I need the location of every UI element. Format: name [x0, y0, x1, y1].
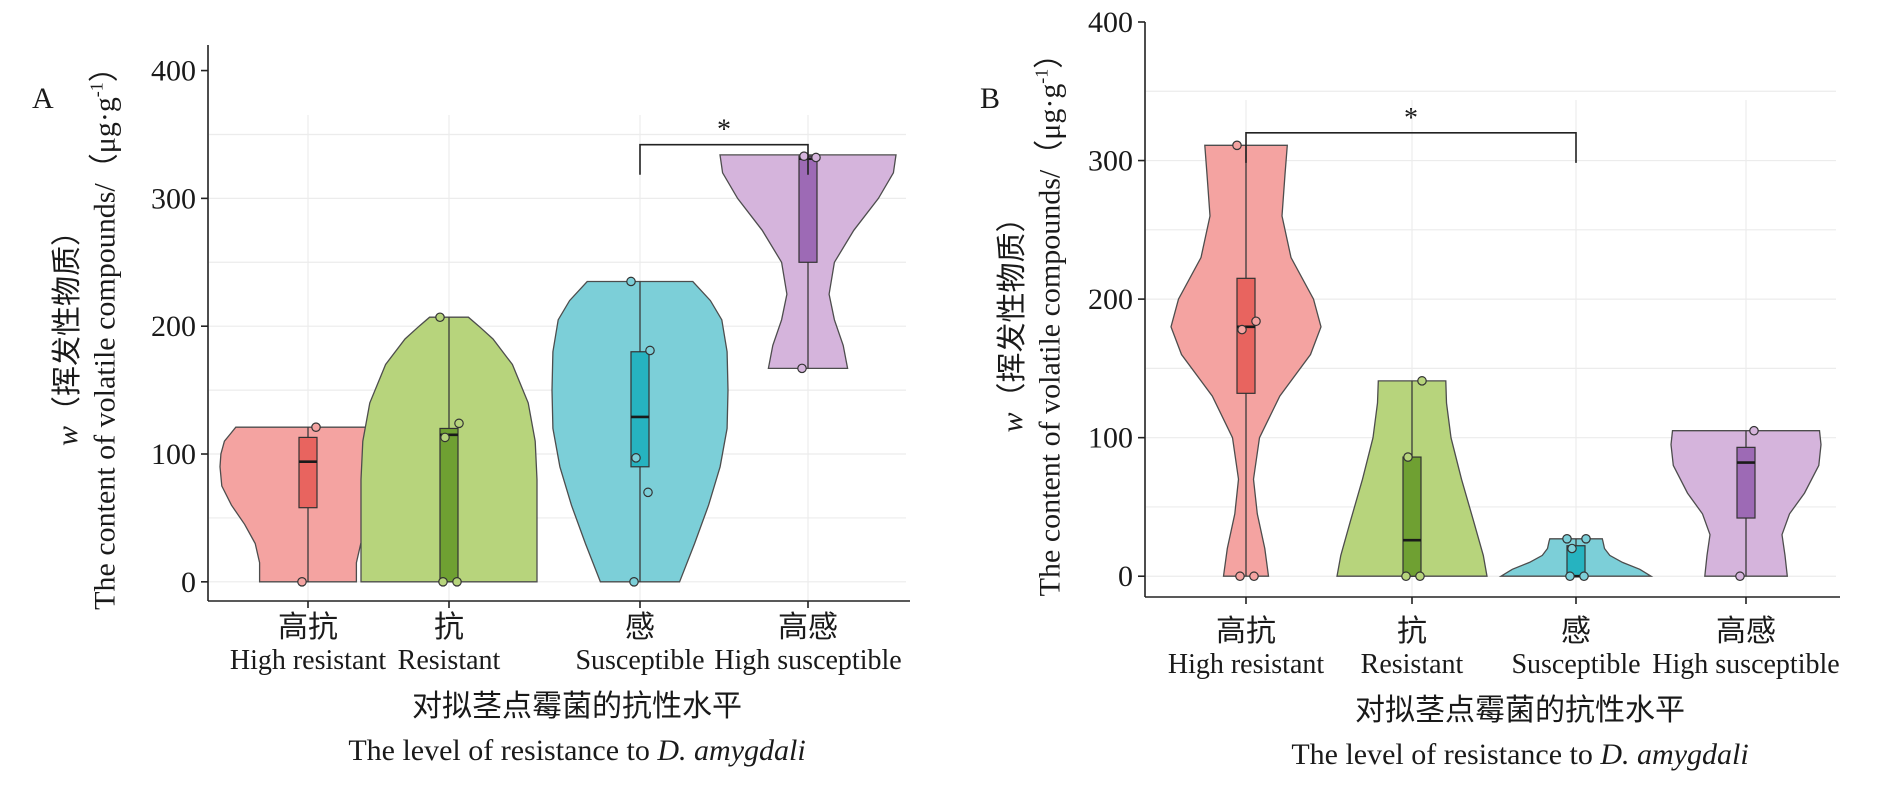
panel-label: A	[32, 82, 54, 115]
y-axis-title-prefix: w	[996, 412, 1029, 432]
y-tick-label: 300	[151, 182, 196, 215]
x-category-label-zh: 抗	[434, 611, 464, 644]
x-axis-title-zh: 对拟茎点霉菌的抗性水平	[1355, 694, 1685, 727]
data-point	[1749, 425, 1759, 436]
data-point	[452, 577, 462, 587]
data-point	[1417, 376, 1427, 386]
x-category-label-en: High resistant	[1168, 649, 1325, 680]
x-axis-title-zh: 对拟茎点霉菌的抗性水平	[412, 690, 742, 723]
data-point	[1235, 571, 1245, 582]
x-axis-title-species: D. amygdali	[1599, 738, 1748, 771]
data-point	[1567, 543, 1577, 554]
x-category-label-zh: 感	[625, 611, 655, 644]
data-point	[1415, 571, 1425, 582]
data-point	[631, 453, 641, 463]
data-point	[435, 312, 445, 323]
data-point	[1249, 571, 1259, 582]
data-point	[1581, 534, 1591, 544]
data-point	[811, 152, 821, 163]
y-axis-title: w（挥发性物质） The content of volatile compound…	[51, 52, 122, 610]
x-category-label-zh: 高抗	[278, 611, 338, 644]
box-iqr	[630, 351, 650, 468]
y-axis-title-superscript: -1	[87, 82, 107, 97]
data-point	[1401, 571, 1411, 582]
data-point	[797, 363, 807, 374]
x-axis-title-en: The level of resistance to D. amygdali	[348, 734, 805, 767]
significance-star: *	[1404, 103, 1418, 134]
y-axis-title-close: ）	[1034, 39, 1067, 69]
panel-label: B	[980, 82, 1000, 115]
x-axis-title-en: The level of resistance to D. amygdali	[1291, 738, 1748, 771]
data-point	[1232, 140, 1242, 151]
y-axis-title-zh: w（挥发性物质）	[996, 202, 1029, 432]
data-point	[1562, 534, 1572, 544]
data-point	[1579, 571, 1589, 582]
y-axis-title-zh: w（挥发性物质）	[51, 216, 84, 446]
data-point	[438, 577, 448, 587]
data-point	[626, 276, 636, 287]
data-point	[440, 432, 450, 443]
x-category-label-en: Susceptible	[575, 645, 704, 676]
y-tick-label: 400	[1088, 6, 1133, 39]
y-tick-label: 100	[1088, 422, 1133, 455]
y-axis-title-superscript: -1	[1032, 69, 1052, 84]
y-tick-label: 0	[1118, 560, 1133, 593]
x-category-label-zh: 抗	[1397, 615, 1427, 648]
y-axis-title-close: ）	[89, 52, 122, 82]
x-category-label-en: Resistant	[1361, 649, 1464, 680]
data-point	[643, 487, 653, 498]
data-point	[1565, 571, 1575, 582]
y-axis-title-prefix: w	[51, 426, 84, 446]
box-iqr	[298, 436, 318, 509]
data-point	[645, 345, 655, 356]
x-category-label-zh: 高感	[1716, 615, 1776, 648]
y-tick-label: 400	[151, 55, 196, 88]
y-axis-title-en: The content of volatile compounds/（μg·g-…	[1032, 39, 1067, 597]
box-iqr	[1236, 277, 1256, 394]
y-tick-label: 200	[1088, 283, 1133, 316]
y-tick-label: 0	[181, 566, 196, 599]
data-point	[1251, 316, 1261, 327]
significance-bracket	[639, 143, 809, 175]
x-category-label-en: High resistant	[230, 645, 387, 676]
data-point	[799, 151, 809, 161]
y-tick-label: 100	[151, 438, 196, 471]
significance-star: *	[717, 115, 731, 146]
data-point	[1403, 452, 1413, 462]
x-axis-title-species: D. amygdali	[656, 734, 805, 767]
data-point	[454, 418, 464, 429]
y-tick-label: 200	[151, 310, 196, 343]
x-category-label-zh: 高抗	[1216, 615, 1276, 648]
x-category-label-en: Susceptible	[1511, 649, 1640, 680]
x-category-label-en: Resistant	[398, 645, 501, 676]
data-point	[1735, 571, 1745, 582]
y-tick-label: 300	[1088, 145, 1133, 178]
data-point	[311, 422, 321, 432]
data-point	[297, 577, 307, 587]
x-category-label-zh: 高感	[778, 611, 838, 644]
box-iqr	[439, 427, 459, 583]
box-iqr	[1402, 456, 1422, 577]
data-point	[629, 577, 639, 587]
y-axis-title-en: The content of volatile compounds/（μg·g-…	[87, 52, 122, 610]
significance-bracket	[1245, 132, 1577, 163]
x-category-label-en: High susceptible	[714, 645, 901, 676]
y-axis-title: w（挥发性物质） The content of volatile compound…	[996, 39, 1067, 597]
box-iqr	[1736, 446, 1756, 519]
data-point	[1237, 324, 1247, 335]
x-category-label-zh: 感	[1561, 615, 1591, 648]
x-category-label-en: High susceptible	[1652, 649, 1839, 680]
